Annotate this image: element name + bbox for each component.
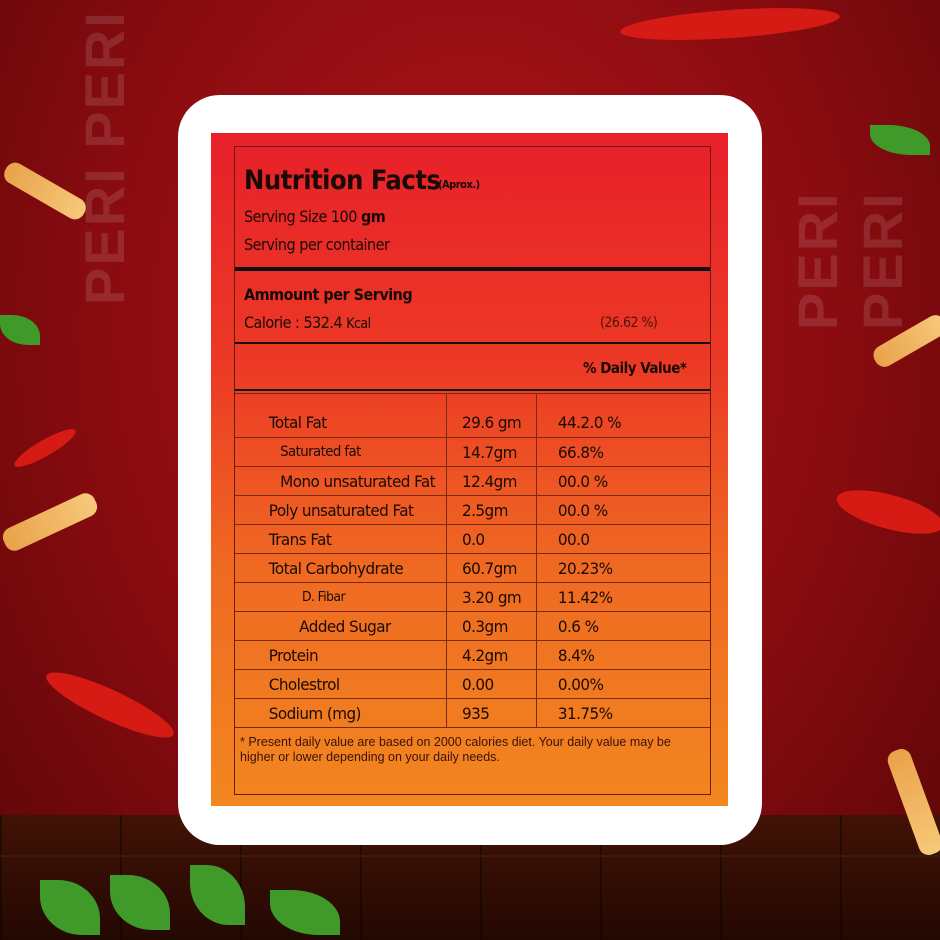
title: Nutrition Facts [244, 165, 441, 196]
nutrient-amount: 14.7gm [448, 437, 535, 467]
nutrient-name: Protein [240, 640, 442, 670]
nutrient-row: D. Fibar 3.20 gm 11.42% [235, 582, 710, 612]
footnote: * Present daily value are based on 2000 … [240, 735, 671, 764]
nutrient-row: Sodium (mg) 935 31.75% [235, 698, 710, 728]
nutrient-name: Poly unsaturated Fat [240, 495, 442, 525]
nutrient-amount: 0.0 [448, 524, 535, 554]
leaf-image [0, 315, 40, 345]
nutrient-name: Total Carbohydrate [240, 553, 442, 583]
leaf-image [870, 125, 930, 155]
nutrient-table: Total Fat 29.6 gm 44.2.0 % Saturated fat 14.… [235, 393, 710, 728]
nutrient-name: Cholestrol [240, 669, 442, 699]
nutrient-daily-value: 00.0 [540, 524, 706, 554]
calorie-percent: (26.62 %) [600, 315, 658, 331]
nutrient-amount: 4.2gm [448, 640, 535, 670]
title-note: (Aprox.) [438, 178, 480, 191]
nutrient-daily-value: 00.0 % [540, 466, 706, 496]
nutrient-daily-value: 00.0 % [540, 495, 706, 525]
calorie-value: Calorie : 532.4 [244, 313, 343, 332]
nutrient-name: Sodium (mg) [240, 698, 442, 728]
nutrition-facts-label: Nutrition Facts (Aprox.) Serving Size 10… [234, 146, 711, 795]
nutrient-amount: 0.00 [448, 669, 535, 699]
nutrient-daily-value: 0.00% [540, 669, 706, 699]
calorie-unit: Kcal [346, 316, 371, 332]
chili-image [832, 481, 940, 543]
nutrient-amount: 935 [448, 698, 535, 728]
nutrient-row: Total Carbohydrate 60.7gm 20.23% [235, 553, 710, 583]
nutrient-daily-value: 0.6 % [540, 611, 706, 641]
nutrient-amount: 0.3gm [448, 611, 535, 641]
amount-section: Ammount per Serving Calorie : 532.4 Kcal… [235, 271, 710, 344]
nutrient-row: Protein 4.2gm 8.4% [235, 640, 710, 670]
nutrient-amount: 60.7gm [448, 553, 535, 583]
nutrient-row: Poly unsaturated Fat 2.5gm 00.0 % [235, 495, 710, 525]
nutrient-row: Trans Fat 0.0 00.0 [235, 524, 710, 554]
nutrient-row: Mono unsaturated Fat 12.4gm 00.0 % [235, 466, 710, 496]
daily-value-heading: % Daily Value* [583, 359, 687, 377]
nutrient-row: Added Sugar 0.3gm 0.6 % [235, 611, 710, 641]
nutrient-amount: 3.20 gm [448, 582, 535, 612]
chili-image [619, 2, 841, 46]
nutrient-row: Saturated fat 14.7gm 66.8% [235, 437, 710, 467]
nutrient-amount: 29.6 gm [448, 393, 535, 438]
chili-image [40, 661, 180, 749]
nutrient-row: Total Fat 29.6 gm 44.2.0 % [235, 393, 710, 438]
serving-per-container: Serving per container [244, 235, 390, 254]
chili-image [10, 423, 80, 473]
nutrient-amount: 12.4gm [448, 466, 535, 496]
nutrient-name: Saturated fat [240, 437, 442, 467]
serving-size-value: Serving Size 100 [244, 207, 357, 226]
amount-heading: Ammount per Serving [244, 285, 413, 304]
nutrient-daily-value: 8.4% [540, 640, 706, 670]
watermark-right: PERI PERI [786, 191, 914, 330]
daily-value-section: % Daily Value* [235, 344, 710, 391]
calorie: Calorie : 532.4 Kcal [244, 313, 371, 332]
watermark-left: PERI PERI [73, 10, 136, 305]
nutrient-row: Cholestrol 0.00 0.00% [235, 669, 710, 699]
serving-size-unit: gm [360, 207, 386, 226]
nutrient-name: Total Fat [240, 393, 442, 438]
nutrient-daily-value: 11.42% [540, 582, 706, 612]
fry-image [0, 489, 101, 555]
nutrient-daily-value: 66.8% [540, 437, 706, 467]
serving-size: Serving Size 100 gm [244, 207, 386, 226]
nutrient-daily-value: 31.75% [540, 698, 706, 728]
header-section: Nutrition Facts (Aprox.) Serving Size 10… [235, 147, 710, 271]
nutrient-name: Added Sugar [240, 611, 442, 641]
nutrient-daily-value: 44.2.0 % [540, 393, 706, 438]
nutrient-amount: 2.5gm [448, 495, 535, 525]
nutrient-name: D. Fibar [240, 582, 442, 612]
nutrient-name: Trans Fat [240, 524, 442, 554]
nutrient-daily-value: 20.23% [540, 553, 706, 583]
nutrient-name: Mono unsaturated Fat [240, 466, 442, 496]
